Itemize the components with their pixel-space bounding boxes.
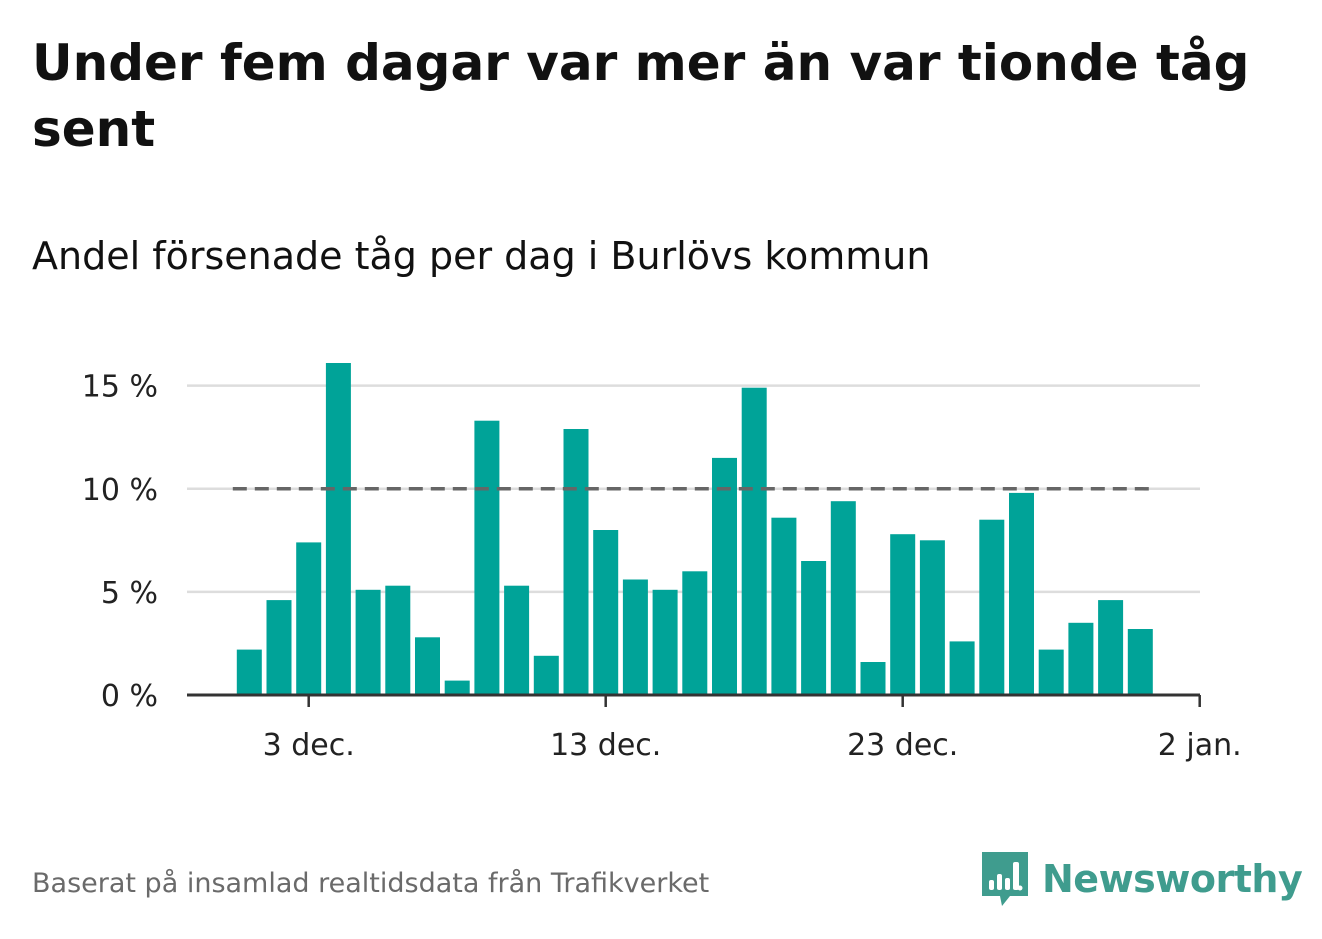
source-note: Baserat på insamlad realtidsdata från Tr… — [32, 868, 710, 899]
bar — [266, 600, 292, 695]
chart-title: Under fem dagar var mer än var tionde tå… — [32, 34, 1250, 158]
bar — [741, 387, 767, 695]
bar — [949, 641, 975, 695]
brand-name: Newsworthy — [1042, 857, 1303, 901]
brand-logo-link[interactable]: Newsworthy — [980, 850, 1303, 908]
bar — [444, 680, 470, 695]
bar — [771, 517, 797, 695]
bar — [474, 420, 500, 695]
y-tick-label: 0 % — [101, 679, 158, 714]
bar — [890, 534, 916, 695]
bar — [325, 363, 351, 695]
bar-chart-speech-bubble-icon — [982, 852, 1028, 906]
bar — [533, 655, 559, 695]
x-tick-label: 13 dec. — [550, 728, 661, 763]
bar — [415, 637, 440, 695]
bar — [860, 662, 886, 695]
bar — [801, 561, 827, 695]
bar — [504, 585, 530, 695]
bar — [1068, 622, 1094, 695]
y-tick-label: 5 % — [101, 576, 158, 611]
bar — [712, 457, 737, 695]
chart-subtitle: Andel försenade tåg per dag i Burlövs ko… — [32, 234, 931, 278]
x-tick-labels: 3 dec. 13 dec. 23 dec. 2 jan. — [263, 728, 1242, 763]
bar — [830, 501, 856, 695]
y-tick-label: 10 % — [82, 473, 158, 508]
bar — [563, 429, 589, 695]
bar — [979, 519, 1005, 695]
bar — [236, 649, 262, 695]
bar — [355, 589, 381, 695]
bar — [1127, 629, 1153, 695]
x-tick-label: 3 dec. — [263, 728, 355, 763]
bar — [1038, 649, 1064, 695]
bar — [682, 571, 708, 695]
bar — [296, 542, 322, 695]
bar — [919, 540, 945, 695]
bar — [622, 579, 648, 695]
x-tick-label: 23 dec. — [847, 728, 958, 763]
x-axis — [187, 693, 1201, 707]
x-tick-label: 2 jan. — [1158, 728, 1242, 763]
bar — [593, 530, 619, 695]
bar — [1009, 492, 1034, 695]
bar — [1098, 600, 1124, 695]
bar — [385, 585, 411, 695]
bar — [652, 589, 678, 695]
y-tick-label: 15 % — [82, 370, 158, 405]
y-tick-labels: 0 % 5 % 10 % 15 % — [82, 370, 158, 714]
bars — [236, 363, 1153, 695]
